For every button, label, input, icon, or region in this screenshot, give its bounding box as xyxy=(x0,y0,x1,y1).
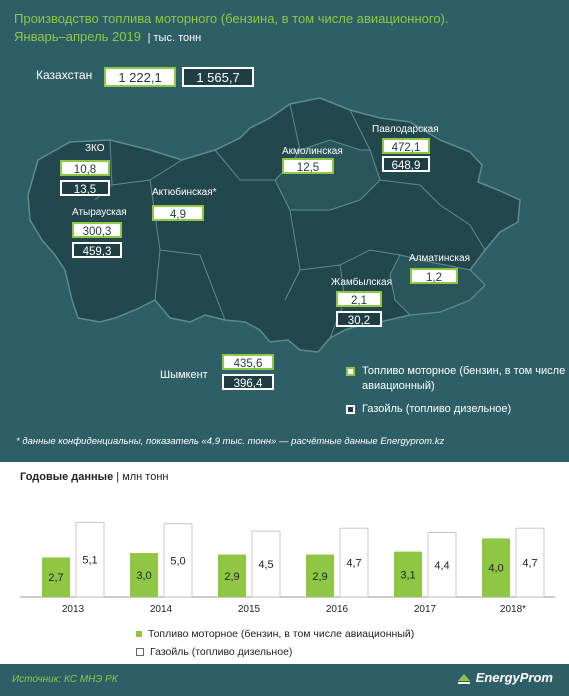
title-period: Январь–апрель 2019 xyxy=(14,29,141,44)
tick-label-2018: 2018* xyxy=(500,604,526,615)
bar-gasoil-2017 xyxy=(427,532,457,598)
akmola-fuel-value: 12,5 xyxy=(282,158,334,174)
data-label-gasoil-2014: 5,0 xyxy=(170,555,185,567)
kazakhstan-fuel-value: 1 222,1 xyxy=(104,67,176,87)
data-label-fuel-2015: 2,9 xyxy=(224,571,239,583)
chart-legend-fuel: Топливо моторное (бензин, в том числе ав… xyxy=(136,628,414,640)
zhambyl-fuel-value: 2,1 xyxy=(336,291,382,307)
footer: Источник: КС МНЭ РК EnergyProm xyxy=(0,664,569,696)
chart-legend-gasoil: Газойль (топливо дизельное) xyxy=(136,646,292,658)
bar-gasoil-2018 xyxy=(515,527,545,598)
bar-fuel-2018 xyxy=(482,538,510,597)
logo-text: EnergyProm xyxy=(475,670,553,685)
region-label-atyrau: Атырауская xyxy=(72,207,127,218)
bar-gasoil-2013 xyxy=(75,521,105,598)
legend-swatch-fuel xyxy=(346,367,355,376)
pavlodar-gasoil-value: 648,9 xyxy=(382,156,430,172)
bar-fuel-2016 xyxy=(306,554,334,597)
annual-bar-chart: 2,7 5,1 2013 3,0 5,0 2014 2,9 4,5 2015 2,9 4,7 2016… xyxy=(20,521,555,615)
bar-fuel-2013 xyxy=(42,557,70,597)
region-label-pavlodar: Павлодарская xyxy=(372,124,439,135)
pavlodar-fuel-value: 472,1 xyxy=(382,138,430,154)
chart-legend-swatch-gasoil xyxy=(136,648,144,657)
tick-label-2016: 2016 xyxy=(326,604,349,615)
zko-gasoil-value: 13,5 xyxy=(60,180,110,196)
region-label-zko: ЗКО xyxy=(85,143,105,154)
bar-gasoil-2014 xyxy=(163,523,193,598)
shymkent-fuel-value: 435,6 xyxy=(222,354,274,370)
map-legend-gasoil-text: Газойль (топливо дизельное) xyxy=(362,403,512,415)
title-line-1: Производство топлива моторного (бензина,… xyxy=(14,11,449,26)
zhambyl-gasoil-value: 30,2 xyxy=(336,311,382,327)
region-label-aktobe: Актюбинская* xyxy=(152,187,217,198)
data-label-gasoil-2015: 4,5 xyxy=(258,559,273,571)
aktobe-fuel-value: 4,9 xyxy=(152,205,204,221)
footnote: * данные конфиденциальны, показатель «4,… xyxy=(16,436,445,447)
bar-fuel-2014 xyxy=(130,553,158,597)
atyrau-fuel-value: 300,3 xyxy=(72,222,122,238)
energyprom-logo: EnergyProm xyxy=(456,670,553,687)
title-line-2: Январь–апрель 2019 | тыс. тонн xyxy=(14,29,201,44)
atyrau-gasoil-value: 459,3 xyxy=(72,242,122,258)
almaty-fuel-value: 1,2 xyxy=(410,268,458,284)
bar-fuel-2015 xyxy=(218,554,246,597)
data-label-fuel-2013: 2,7 xyxy=(48,572,63,584)
tick-label-2015: 2015 xyxy=(238,604,261,615)
map-panel: Производство топлива моторного (бензина,… xyxy=(14,11,566,447)
annual-panel: Годовые данные | млн тонн 2,7 5,1 2013 3,0 5… xyxy=(0,462,569,696)
annual-title: Годовые данные | млн тонн xyxy=(20,471,168,483)
tick-label-2013: 2013 xyxy=(62,604,85,615)
region-label-shymkent: Шымкент xyxy=(160,369,208,381)
data-label-fuel-2018: 4,0 xyxy=(488,563,503,575)
data-label-gasoil-2013: 5,1 xyxy=(82,555,97,567)
data-label-fuel-2014: 3,0 xyxy=(136,570,151,582)
chart-legend-gasoil-text: Газойль (топливо дизельное) xyxy=(150,646,293,658)
data-label-gasoil-2018: 4,7 xyxy=(522,558,537,570)
bar-fuel-2017 xyxy=(394,551,422,597)
bar-gasoil-2015 xyxy=(251,530,281,598)
energyprom-logo-icon xyxy=(457,673,470,684)
kazakhstan-label: Казахстан xyxy=(36,68,93,82)
annual-unit: | млн тонн xyxy=(116,471,169,483)
source-text: Источник: КС МНЭ РК xyxy=(12,674,118,685)
region-label-akmola: Акмолинская xyxy=(282,146,343,157)
annual-title-text: Годовые данные xyxy=(20,471,114,483)
data-label-fuel-2017: 3,1 xyxy=(400,569,415,581)
data-label-gasoil-2017: 4,4 xyxy=(434,560,449,572)
map-legend-fuel-text: Топливо моторное (бензин, в том числе ав… xyxy=(362,365,566,392)
chart-legend-swatch-fuel xyxy=(136,631,142,638)
legend-swatch-gasoil xyxy=(346,405,355,414)
title-unit: | тыс. тонн xyxy=(147,32,202,44)
data-label-gasoil-2016: 4,7 xyxy=(346,558,361,570)
kazakhstan-gasoil-value: 1 565,7 xyxy=(182,67,254,87)
tick-label-2017: 2017 xyxy=(414,604,437,615)
region-akmola-highlight xyxy=(274,139,381,211)
shymkent-gasoil-value: 396,4 xyxy=(222,374,274,390)
region-label-zhambyl: Жамбылская xyxy=(331,277,392,288)
chart-legend-fuel-text: Топливо моторное (бензин, в том числе ав… xyxy=(148,628,415,640)
region-label-almaty: Алматинская xyxy=(409,253,470,264)
tick-label-2014: 2014 xyxy=(150,604,173,615)
data-label-fuel-2016: 2,9 xyxy=(312,571,327,583)
bar-gasoil-2016 xyxy=(339,527,369,598)
zko-fuel-value: 10,8 xyxy=(60,160,110,176)
